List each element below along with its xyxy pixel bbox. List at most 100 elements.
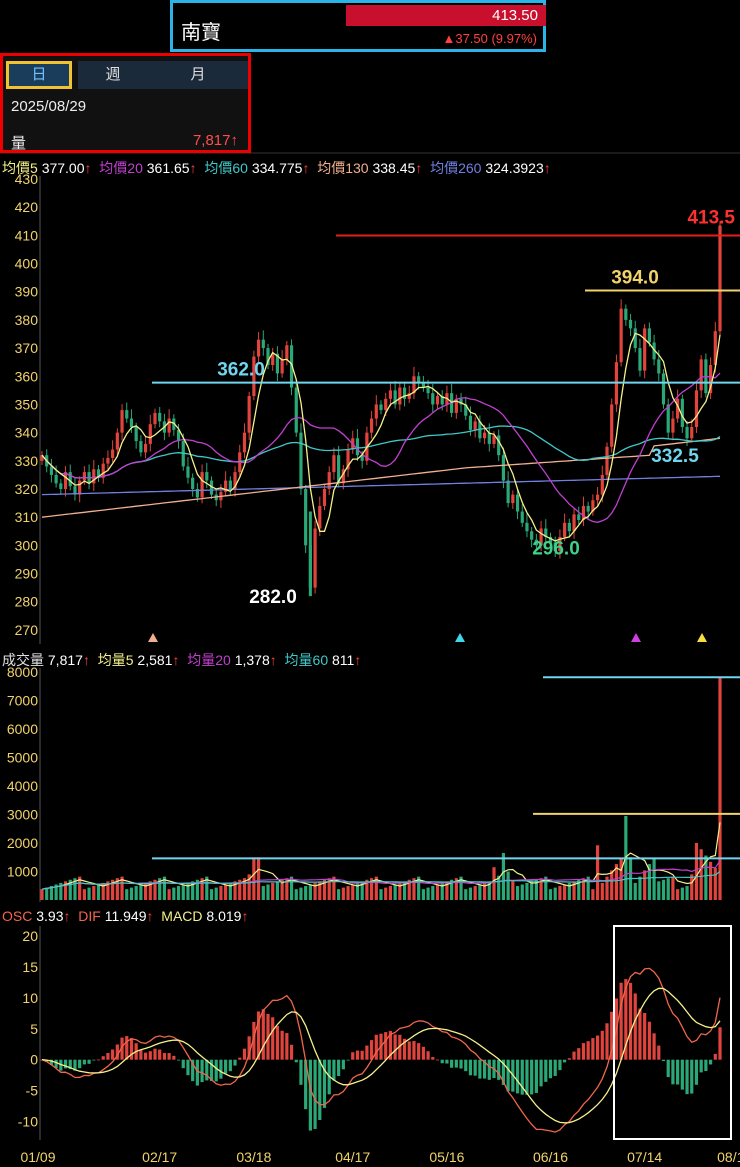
candle-body xyxy=(40,455,44,461)
osc-bar xyxy=(63,1059,68,1069)
candle-body xyxy=(299,432,303,489)
candle-body xyxy=(497,435,501,456)
candle-body xyxy=(322,489,327,506)
volume-tick-label: 6000 xyxy=(7,721,38,737)
volume-tick-label: 1000 xyxy=(7,864,38,880)
volume-bar xyxy=(713,868,717,900)
osc-bar xyxy=(586,1041,590,1060)
osc-bar xyxy=(473,1059,477,1076)
osc-bar xyxy=(431,1057,435,1060)
volume-bar xyxy=(671,876,675,900)
volume-bar xyxy=(365,879,369,900)
volume-bar xyxy=(525,882,529,900)
candle-body xyxy=(690,427,694,439)
price-tick-label: 360 xyxy=(15,368,39,384)
osc-bar xyxy=(289,1044,294,1060)
candle-body xyxy=(624,308,628,320)
legend-ma20-value: 361.65 xyxy=(146,160,190,176)
legend-vol20-label: 均量20 xyxy=(187,652,231,668)
volume-tick-label: 7000 xyxy=(7,693,38,709)
candle-body xyxy=(511,494,515,504)
candle-body xyxy=(271,353,275,365)
candle-body xyxy=(708,365,713,394)
tab-day[interactable]: 日 xyxy=(6,61,72,89)
volume-bar xyxy=(275,881,280,900)
volume-bar xyxy=(511,880,515,900)
candle-body xyxy=(266,348,270,365)
volume-bar xyxy=(129,887,134,900)
osc-bar xyxy=(271,1017,275,1060)
period-panel: 日 週 月 2025/08/29 量 7,817↑ xyxy=(0,53,251,153)
osc-bar xyxy=(111,1049,115,1060)
price-legend: 均價5 377.00↑ 均價20 361.65↑ 均價60 334.775↑ 均… xyxy=(2,160,551,176)
volume-tick-label: 3000 xyxy=(7,807,38,823)
osc-bar xyxy=(393,1034,397,1060)
candle-body xyxy=(200,472,204,498)
volume-bar xyxy=(586,876,590,900)
osc-bar xyxy=(525,1059,529,1095)
volume-bar xyxy=(158,878,162,900)
candle-body xyxy=(676,398,680,419)
candle-body xyxy=(713,331,717,365)
volume-bar xyxy=(614,864,619,900)
osc-bar xyxy=(680,1059,684,1090)
osc-bar xyxy=(285,1033,289,1060)
legend-ma5-value: 377.00 xyxy=(41,160,85,176)
volume-bar xyxy=(242,878,247,900)
legend-vol-value: 7,817 xyxy=(47,652,83,668)
stock-title-box[interactable]: 南寶 413.50 ▲37.50 (9.97%) xyxy=(170,0,546,52)
osc-bar xyxy=(87,1059,91,1064)
candle-body xyxy=(233,472,237,489)
candle-body xyxy=(652,342,656,360)
volume-bar xyxy=(417,876,421,900)
osc-bar xyxy=(360,1050,364,1060)
candle-body xyxy=(412,376,416,394)
ma5-line xyxy=(41,332,721,542)
osc-bar xyxy=(553,1059,557,1076)
candle-body xyxy=(393,390,397,405)
candle-body xyxy=(586,505,590,512)
osc-bar xyxy=(388,1030,393,1060)
osc-bar xyxy=(191,1059,195,1082)
candle-body xyxy=(657,359,661,374)
volume-bar xyxy=(445,881,449,900)
candle-body xyxy=(224,480,228,492)
volume-bar xyxy=(200,878,204,900)
osc-bar xyxy=(337,1059,341,1077)
volume-bar xyxy=(421,889,425,900)
volume-bar xyxy=(548,889,553,900)
volume-tick-label: 5000 xyxy=(7,750,38,766)
highlight-box xyxy=(613,925,732,1140)
volume-bar xyxy=(228,882,232,900)
osc-bar xyxy=(176,1059,181,1061)
candle-body xyxy=(530,531,534,540)
osc-bar xyxy=(101,1056,105,1060)
tab-month[interactable]: 月 xyxy=(148,61,248,89)
osc-bar xyxy=(261,1009,265,1060)
volume-bar xyxy=(78,876,82,900)
candle-body xyxy=(332,455,336,473)
price-tick-label: 390 xyxy=(15,284,39,300)
volume-bar xyxy=(685,886,689,900)
legend-ma260-value: 324.3923 xyxy=(485,160,544,176)
osc-bar xyxy=(384,1032,388,1060)
volume-bar xyxy=(581,878,586,900)
volume-bar xyxy=(708,861,713,900)
osc-bar xyxy=(468,1059,473,1076)
macd-tick-label: 10 xyxy=(22,990,38,1006)
volume-bar xyxy=(73,878,77,900)
price-tick-label: 370 xyxy=(15,340,39,356)
osc-bar xyxy=(233,1059,237,1066)
candle-body xyxy=(647,328,651,343)
volume-bar xyxy=(567,882,571,900)
osc-bar xyxy=(247,1036,251,1060)
selected-date: 2025/08/29 xyxy=(11,98,87,115)
candle-body xyxy=(313,528,317,588)
x-tick-label: 01/09 xyxy=(20,1149,55,1165)
price-tick-label: 430 xyxy=(15,171,39,187)
candle-body xyxy=(63,472,68,489)
volume-bar xyxy=(435,884,440,900)
legend-osc-value: 3.93 xyxy=(36,908,64,924)
candle-body xyxy=(402,387,407,399)
tab-week[interactable]: 週 xyxy=(78,61,148,89)
